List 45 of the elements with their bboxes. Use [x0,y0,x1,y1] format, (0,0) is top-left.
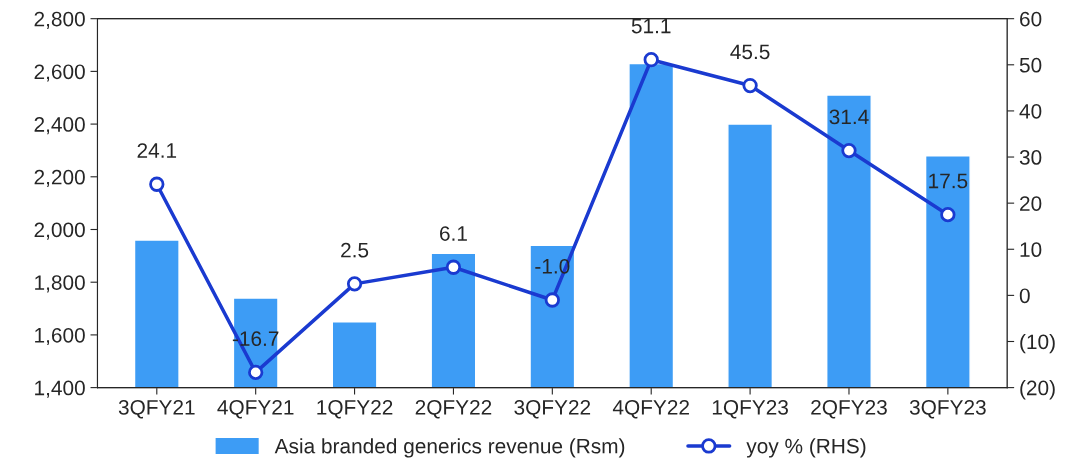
y2-tick-label: 0 [1019,288,1030,304]
y2-tick-label: (10) [1020,333,1055,354]
y2-tick-label: (20) [1020,380,1055,400]
data-label: 6.1 [440,226,467,241]
y-tick-label: 2,000 [34,222,85,240]
y2-tick-label: 20 [1020,196,1042,211]
point [149,176,165,192]
y2-tick-label: 40 [1019,103,1042,119]
data-label: 45.5 [730,44,770,60]
x-tick-label: 2QFY23 [811,399,887,419]
point [445,259,462,275]
x-tick-label: 1QFY22 [317,399,393,419]
y-tick-label: 2,600 [34,64,85,82]
data-label: 24.1 [137,143,177,158]
y-tick-label: 1,400 [35,380,85,398]
y-tick-label: 1,800 [35,275,85,293]
x-tick-label: 4QFY22 [612,399,689,419]
y2-tick-label: 50 [1019,57,1042,73]
point [346,276,363,292]
y-tick-label: 2,400 [34,117,85,135]
point [248,364,264,381]
x-tick-label: 4QFY21 [217,399,294,419]
data-label: 17.5 [929,173,968,189]
x-tick-label: 3QFY22 [514,399,591,419]
point [841,142,857,159]
y-tick-label: 2,800 [34,11,85,29]
data-label: 51.1 [631,18,671,34]
point [643,52,659,68]
y2-tick-label: 10 [1020,242,1042,258]
x-tick-label: 1QFY23 [712,399,788,419]
point [544,292,560,308]
legend-label: Asia branded generics revenue (Rsm) [274,438,625,458]
point [940,207,956,223]
x-tick-label: 3QFY23 [909,399,986,419]
x-tick-label: 3QFY21 [118,399,195,419]
point [742,77,758,94]
data-label: -1.0 [535,258,570,274]
y2-tick-label: 30 [1019,150,1042,165]
x-tick-label: 2QFY22 [415,399,492,419]
y-tick-label: 2,200 [34,169,85,188]
y2-tick-label: 60 [1020,11,1042,27]
data-label: 2.5 [341,242,369,258]
legend-label: yoy % (RHS) [746,438,866,458]
data-label: 31.4 [829,109,869,125]
y-tick-label: 1,600 [35,327,85,346]
